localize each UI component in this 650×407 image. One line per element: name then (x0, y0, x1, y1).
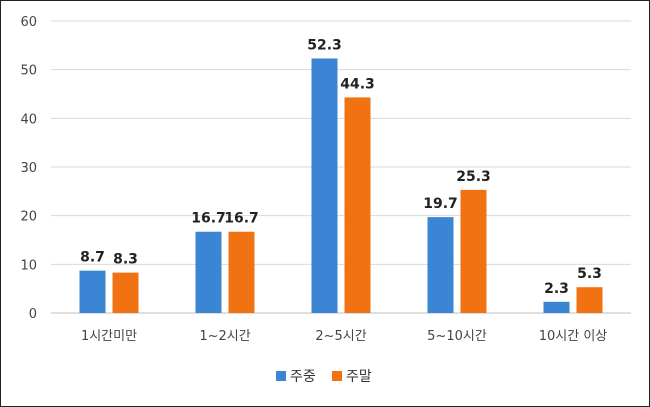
bar (311, 58, 338, 314)
bars (79, 58, 603, 314)
x-category-label: 2~5시간 (315, 329, 366, 344)
data-label: 8.7 (80, 250, 105, 266)
legend-label: 주말 (346, 369, 372, 385)
x-axis-categories: 1시간미만 1~2시간 2~5시간 5~10시간 10시간 이상 (81, 329, 607, 344)
data-label: 5.3 (577, 266, 602, 282)
bar (228, 231, 255, 313)
bar (112, 272, 139, 313)
y-tick-label: 0 (29, 307, 37, 322)
data-label: 2.3 (544, 281, 569, 297)
legend-label: 주중 (290, 369, 316, 385)
data-label: 19.7 (423, 196, 458, 212)
data-label: 16.7 (224, 211, 259, 227)
y-tick-label: 10 (20, 258, 37, 273)
legend-swatch (276, 371, 286, 381)
x-category-label: 1시간미만 (81, 329, 137, 344)
bar (195, 231, 222, 313)
y-tick-label: 60 (20, 15, 37, 30)
bar (427, 217, 454, 313)
bar (460, 189, 487, 313)
data-label: 25.3 (456, 169, 491, 185)
data-label: 52.3 (307, 37, 342, 53)
gridlines (51, 20, 631, 314)
y-tick-label: 40 (20, 112, 37, 127)
data-label: 44.3 (340, 76, 375, 92)
x-category-label: 10시간 이상 (539, 329, 608, 344)
bar (344, 97, 371, 313)
data-label: 16.7 (191, 211, 226, 227)
y-tick-label: 50 (20, 64, 37, 79)
y-tick-label: 20 (20, 210, 37, 225)
data-labels: 8.7 8.3 16.716.7 52.3 44.3 19.7 25.3 2.3 5.3 (80, 37, 602, 296)
legend: 주중 주말 (276, 369, 372, 385)
bar (79, 270, 106, 313)
x-category-label: 1~2시간 (199, 329, 250, 344)
data-label: 8.3 (113, 252, 138, 268)
bar (543, 301, 570, 313)
bar (576, 287, 603, 313)
y-tick-label: 30 (20, 161, 37, 176)
legend-swatch (332, 371, 342, 381)
x-category-label: 5~10시간 (427, 329, 487, 344)
y-axis-ticks: 0 10 20 30 40 50 60 (20, 15, 37, 322)
